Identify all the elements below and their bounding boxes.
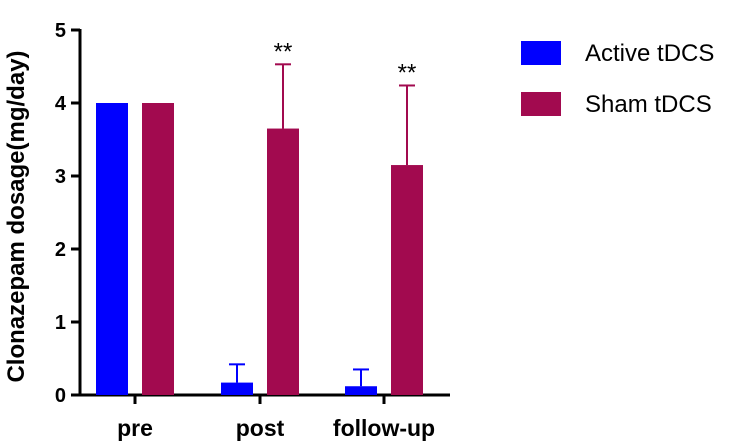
x-tick-label: pre <box>117 415 153 441</box>
error-bars <box>229 63 415 387</box>
bar-active-tdcs-follow-up <box>345 386 377 395</box>
axes: 0 1 2 3 4 5 pre post follow-up Clonazepam dosage(… <box>3 20 450 441</box>
y-tick-label: 1 <box>55 312 66 334</box>
y-tick-label: 4 <box>55 93 67 115</box>
legend-swatch <box>521 92 561 116</box>
y-tick-label: 5 <box>55 20 66 42</box>
significance-marker: ** <box>398 59 417 86</box>
legend: Active tDCS Sham tDCS <box>521 40 714 118</box>
bar-active-tdcs-pre <box>96 103 128 395</box>
bar-sham-tdcs-pre <box>142 103 174 395</box>
y-tick-label: 0 <box>55 385 66 407</box>
legend-label: Sham tDCS <box>585 91 712 118</box>
x-tick-label: follow-up <box>333 415 435 441</box>
legend-swatch <box>521 41 561 65</box>
legend-label: Active tDCS <box>585 40 714 67</box>
bar-active-tdcs-post <box>221 382 253 395</box>
x-tick-label: post <box>236 415 285 441</box>
bars <box>96 103 423 396</box>
y-axis-title: Clonazepam dosage(mg/day) <box>3 50 30 382</box>
y-tick-label: 2 <box>55 239 66 261</box>
significance-marker: ** <box>274 38 293 65</box>
y-tick-label: 3 <box>55 166 66 188</box>
bar-sham-tdcs-follow-up <box>391 165 423 395</box>
annotations: ** ** <box>274 38 417 86</box>
bar-sham-tdcs-post <box>267 128 299 396</box>
